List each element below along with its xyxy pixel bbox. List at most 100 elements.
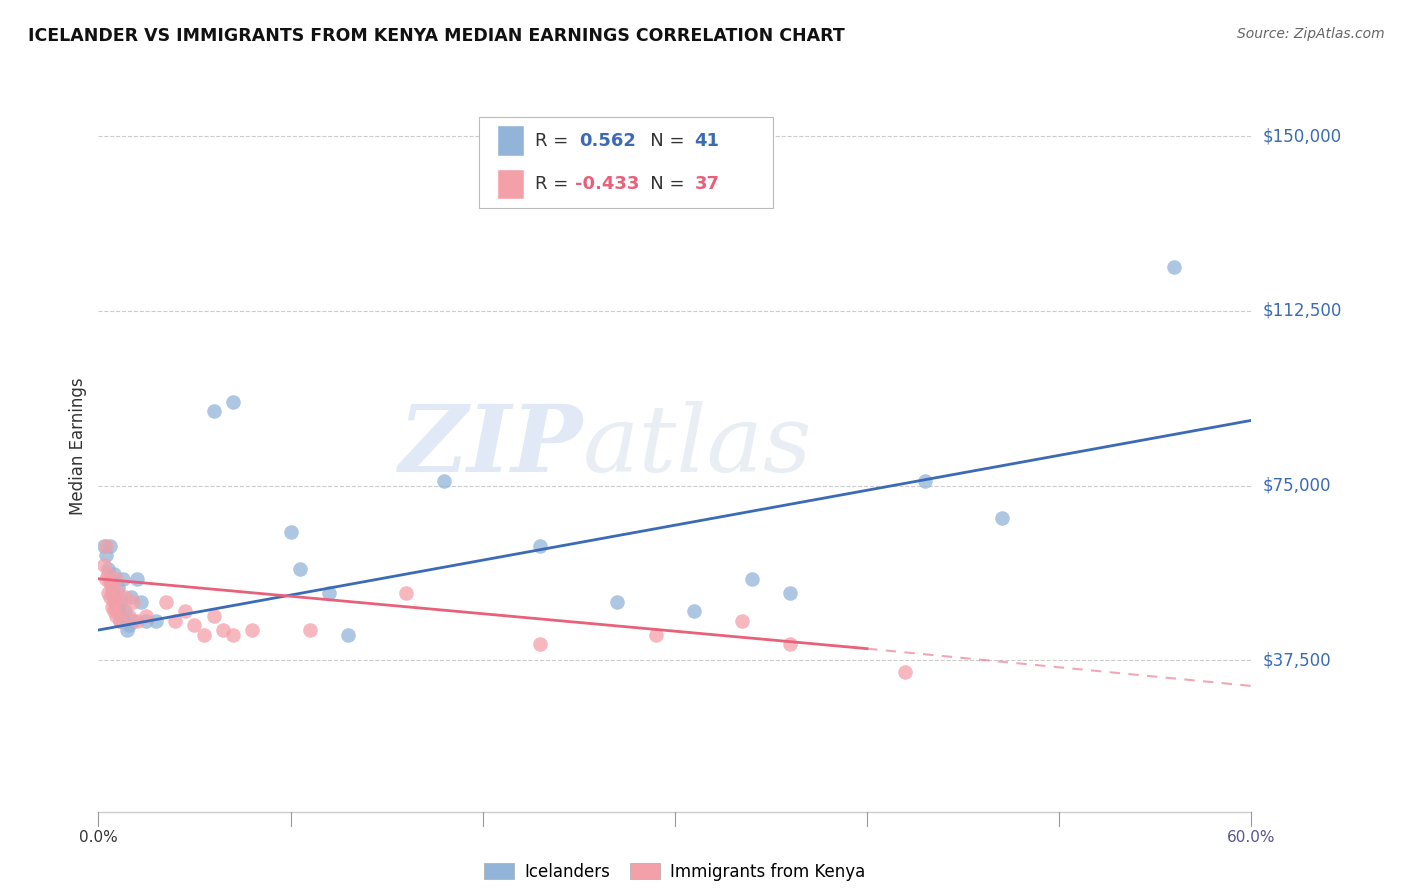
Text: $37,500: $37,500 — [1263, 651, 1331, 669]
Point — [183, 618, 205, 632]
FancyBboxPatch shape — [479, 117, 773, 209]
Point — [135, 614, 157, 628]
Text: -0.433: -0.433 — [575, 175, 638, 194]
Point — [683, 604, 706, 618]
Text: R =: R = — [536, 175, 575, 194]
Text: $150,000: $150,000 — [1263, 128, 1341, 145]
Point — [125, 572, 148, 586]
Point — [240, 623, 263, 637]
Legend: Icelanders, Immigrants from Kenya: Icelanders, Immigrants from Kenya — [478, 856, 872, 888]
Point — [731, 614, 754, 628]
Point — [914, 474, 936, 488]
Point — [118, 618, 141, 632]
Point — [107, 586, 129, 600]
Point — [298, 623, 321, 637]
Text: 0.562: 0.562 — [579, 132, 636, 150]
Point — [104, 599, 127, 614]
Text: 0.0%: 0.0% — [79, 830, 118, 846]
FancyBboxPatch shape — [499, 169, 524, 199]
Point — [110, 599, 132, 614]
Point — [98, 572, 121, 586]
Point — [122, 614, 145, 628]
Point — [93, 539, 115, 553]
Point — [120, 591, 142, 605]
Point — [290, 562, 312, 576]
Point — [101, 581, 124, 595]
Point — [103, 604, 125, 618]
FancyBboxPatch shape — [499, 127, 524, 155]
Point — [104, 609, 127, 624]
Point — [779, 637, 801, 651]
Text: ZIP: ZIP — [398, 401, 582, 491]
Point — [193, 628, 215, 642]
Point — [125, 614, 148, 628]
Point — [103, 567, 125, 582]
Text: N =: N = — [633, 175, 690, 194]
Point — [103, 595, 125, 609]
Text: 60.0%: 60.0% — [1227, 830, 1275, 846]
Text: R =: R = — [536, 132, 581, 150]
Point — [779, 586, 801, 600]
Point — [894, 665, 917, 679]
Point — [97, 567, 120, 582]
Text: $112,500: $112,500 — [1263, 301, 1341, 320]
Point — [110, 609, 132, 624]
Point — [212, 623, 235, 637]
Point — [97, 586, 120, 600]
Point — [202, 404, 225, 418]
Point — [107, 604, 129, 618]
Point — [94, 572, 117, 586]
Point — [104, 595, 127, 609]
Text: Source: ZipAtlas.com: Source: ZipAtlas.com — [1237, 27, 1385, 41]
Point — [202, 609, 225, 624]
Text: 41: 41 — [695, 132, 720, 150]
Point — [118, 609, 141, 624]
Point — [129, 595, 152, 609]
Point — [98, 539, 121, 553]
Point — [741, 572, 763, 586]
Point — [93, 558, 115, 572]
Point — [101, 576, 124, 591]
Point — [529, 637, 551, 651]
Point — [112, 572, 135, 586]
Point — [107, 581, 129, 595]
Point — [97, 562, 120, 576]
Point — [98, 576, 121, 591]
Point — [98, 591, 121, 605]
Text: 37: 37 — [695, 175, 720, 194]
Point — [318, 586, 340, 600]
Point — [103, 591, 125, 605]
Point — [104, 572, 127, 586]
Point — [165, 614, 187, 628]
Point — [155, 595, 177, 609]
Point — [101, 599, 124, 614]
Point — [990, 511, 1012, 525]
Point — [280, 525, 302, 540]
Point — [395, 586, 418, 600]
Point — [117, 623, 138, 637]
Point — [145, 614, 167, 628]
Text: $75,000: $75,000 — [1263, 476, 1331, 494]
Point — [122, 595, 145, 609]
Point — [174, 604, 197, 618]
Point — [644, 628, 666, 642]
Point — [433, 474, 456, 488]
Point — [1163, 260, 1185, 274]
Point — [108, 595, 131, 609]
Point — [337, 628, 360, 642]
Point — [135, 609, 157, 624]
Y-axis label: Median Earnings: Median Earnings — [69, 377, 87, 515]
Point — [222, 394, 245, 409]
Point — [108, 614, 131, 628]
Point — [606, 595, 628, 609]
Point — [94, 549, 117, 563]
Point — [101, 586, 124, 600]
Point — [529, 539, 551, 553]
Point — [94, 539, 117, 553]
Point — [108, 614, 131, 628]
Point — [114, 591, 136, 605]
Point — [114, 604, 136, 618]
Text: ICELANDER VS IMMIGRANTS FROM KENYA MEDIAN EARNINGS CORRELATION CHART: ICELANDER VS IMMIGRANTS FROM KENYA MEDIA… — [28, 27, 845, 45]
Text: atlas: atlas — [582, 401, 813, 491]
Text: N =: N = — [633, 132, 690, 150]
